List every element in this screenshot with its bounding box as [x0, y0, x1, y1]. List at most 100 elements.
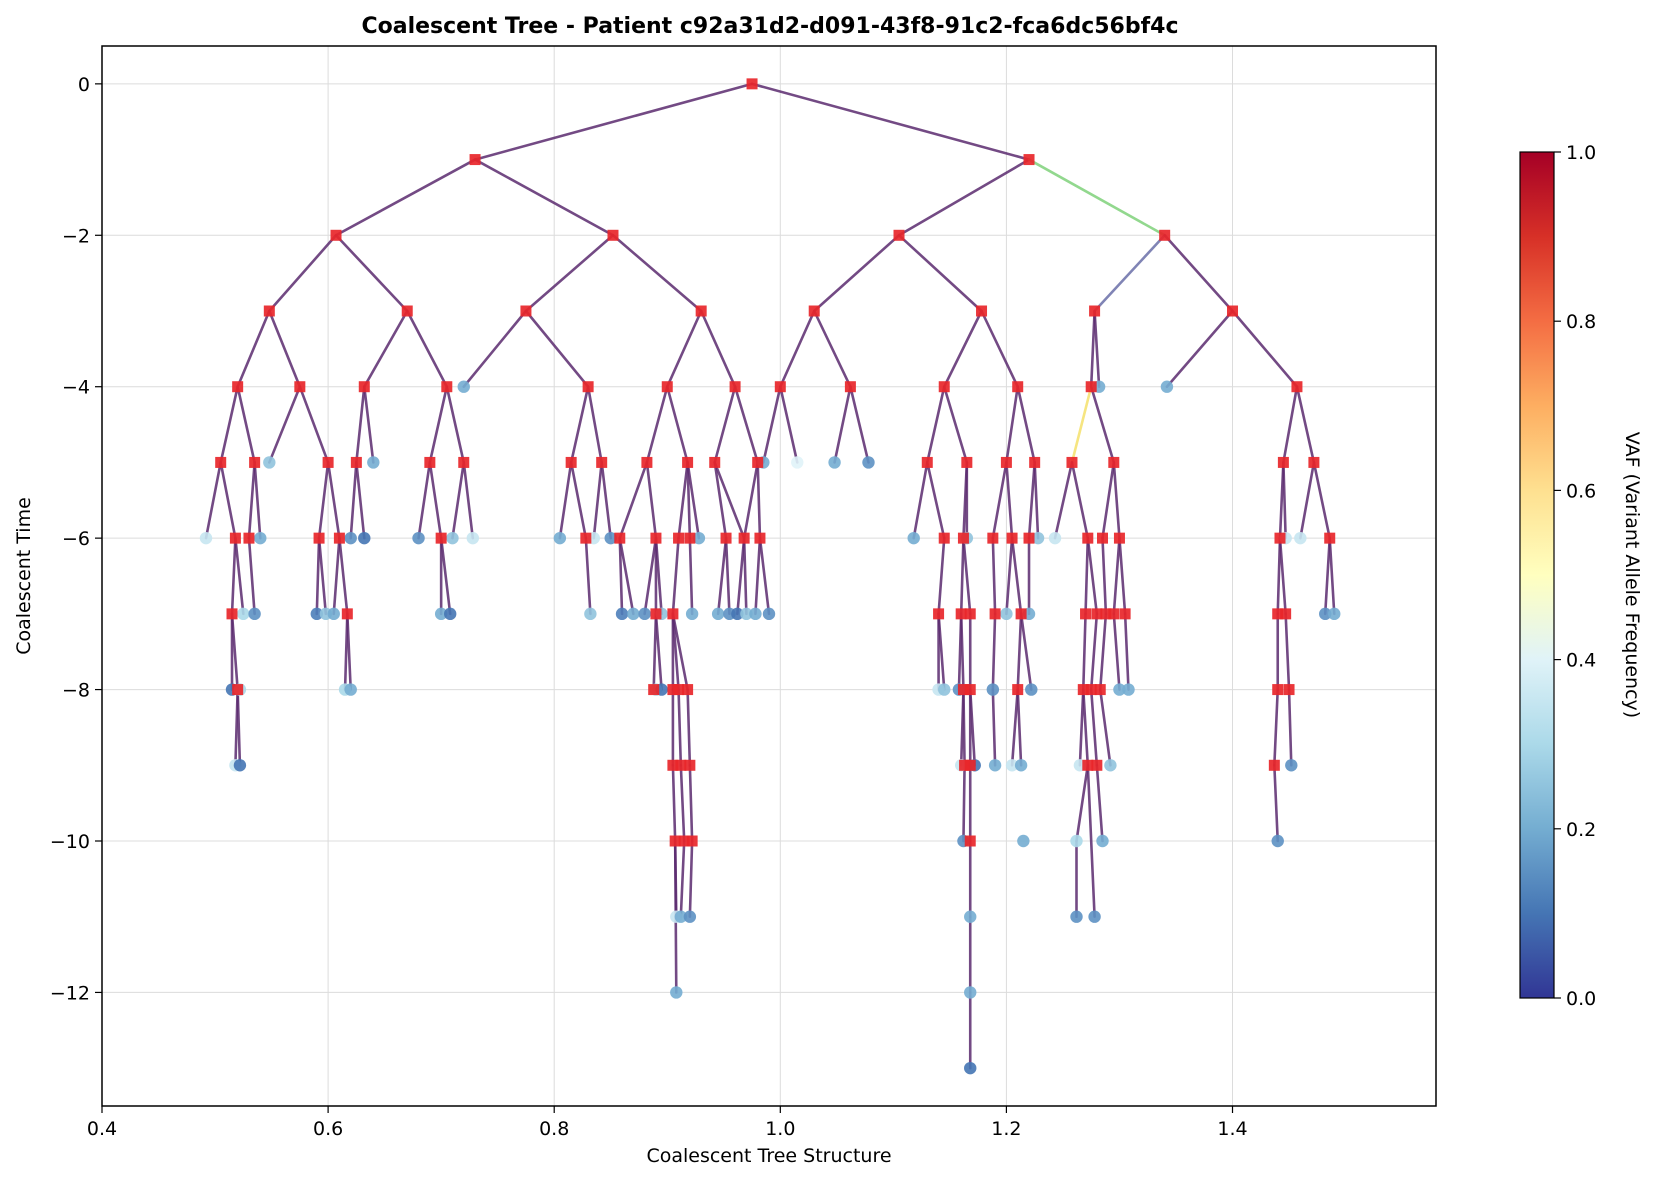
leaf-node — [412, 531, 425, 545]
tree-edge — [724, 536, 731, 616]
y-tick-label: −4 — [62, 377, 90, 399]
y-tick-label: −10 — [50, 831, 90, 853]
tree-edge — [665, 385, 689, 464]
internal-node — [1277, 456, 1289, 468]
leaf-node — [907, 531, 920, 545]
leaf-node — [1104, 759, 1117, 772]
internal-node — [596, 456, 608, 468]
internal-node — [1291, 381, 1303, 393]
tree-edge — [962, 763, 966, 843]
tree-edge — [665, 309, 703, 389]
tree-edge — [671, 763, 677, 843]
internal-node — [964, 684, 976, 696]
internal-node — [1268, 759, 1280, 771]
x-tick-label: 1.0 — [765, 1118, 795, 1140]
tree-edge — [355, 461, 366, 540]
tree-edge — [1019, 612, 1033, 691]
internal-node — [964, 835, 976, 847]
internal-node — [565, 456, 577, 468]
internal-node — [330, 229, 342, 241]
internal-node — [667, 608, 679, 620]
tree-edge — [1328, 536, 1336, 616]
leaf-node — [740, 607, 753, 621]
internal-node — [955, 608, 967, 620]
tree-edge — [1089, 612, 1099, 691]
y-tick-label: −2 — [62, 225, 90, 247]
tree-edge — [1081, 688, 1090, 767]
internal-node — [650, 532, 662, 544]
tree-edge — [362, 385, 375, 464]
tree-edge — [334, 233, 409, 313]
internal-node — [232, 381, 244, 393]
internal-node — [682, 684, 694, 696]
leaf-node — [1328, 607, 1341, 621]
colorbar-tick-label: 0.2 — [1566, 819, 1596, 841]
tree-edge — [569, 461, 588, 540]
leaf-node — [964, 986, 977, 999]
tree-edge — [298, 385, 330, 464]
internal-node — [921, 456, 933, 468]
leaf-node — [964, 910, 977, 923]
tree-edge — [586, 385, 603, 464]
tree-edge — [688, 839, 694, 919]
internal-node — [957, 684, 969, 696]
tree-edge — [736, 536, 746, 616]
tree-edge — [247, 461, 256, 540]
tree-edge — [1016, 385, 1036, 464]
internal-node — [720, 532, 732, 544]
leaf-node — [964, 1061, 977, 1075]
leaf-node — [457, 380, 470, 393]
internal-node — [469, 154, 481, 166]
tree-edge — [1282, 385, 1299, 464]
chart-title: Coalescent Tree - Patient c92a31d2-d091-… — [361, 14, 1178, 39]
internal-node — [938, 532, 950, 544]
tree-edge — [652, 612, 658, 691]
tree-edge — [473, 82, 754, 161]
colorbar-tick-label: 0.6 — [1566, 480, 1596, 502]
tree-edge — [230, 612, 239, 691]
tree-edge — [1299, 461, 1316, 540]
internal-node — [322, 456, 334, 468]
tree-edge — [742, 461, 759, 540]
leaf-node — [988, 759, 1002, 772]
tree-edge — [462, 461, 475, 540]
tree-edge — [618, 536, 624, 616]
leaf-node — [692, 531, 706, 545]
tree-edge — [1163, 233, 1234, 313]
leaf-node — [344, 683, 357, 696]
leaf-node — [627, 607, 640, 621]
tree-edge — [1123, 612, 1130, 691]
leaf-node — [791, 456, 804, 469]
tree-edge — [1098, 688, 1112, 767]
leaf-node — [1160, 380, 1174, 393]
internal-node — [774, 381, 786, 393]
leaf-node — [711, 607, 725, 621]
internal-node — [1100, 608, 1112, 620]
internal-node — [441, 381, 453, 393]
internal-node — [232, 684, 244, 696]
leaf-node — [199, 531, 213, 545]
internal-node — [1094, 684, 1106, 696]
colorbar-tick-label: 0.4 — [1566, 650, 1596, 672]
tree-edge — [1075, 763, 1090, 843]
tree-edge — [362, 309, 409, 389]
tree-edge — [962, 536, 972, 616]
tree-edge — [991, 461, 1008, 540]
tree-edge — [713, 461, 728, 540]
leaf-node — [938, 683, 951, 696]
tree-edge — [1323, 536, 1332, 616]
tree-edge — [758, 536, 771, 616]
leaf-node — [553, 531, 567, 545]
leaf-node — [1319, 607, 1332, 621]
internal-node — [350, 456, 362, 468]
leaf-node — [685, 607, 699, 621]
tree-edge — [1165, 309, 1234, 389]
leaf-node — [310, 607, 323, 621]
internal-node — [1097, 532, 1108, 544]
internal-node — [249, 456, 261, 468]
internal-node — [964, 608, 976, 620]
tree-edge — [1089, 688, 1099, 767]
leaf-node — [1025, 683, 1038, 696]
internal-node — [229, 532, 241, 544]
tree-edge — [236, 688, 242, 767]
